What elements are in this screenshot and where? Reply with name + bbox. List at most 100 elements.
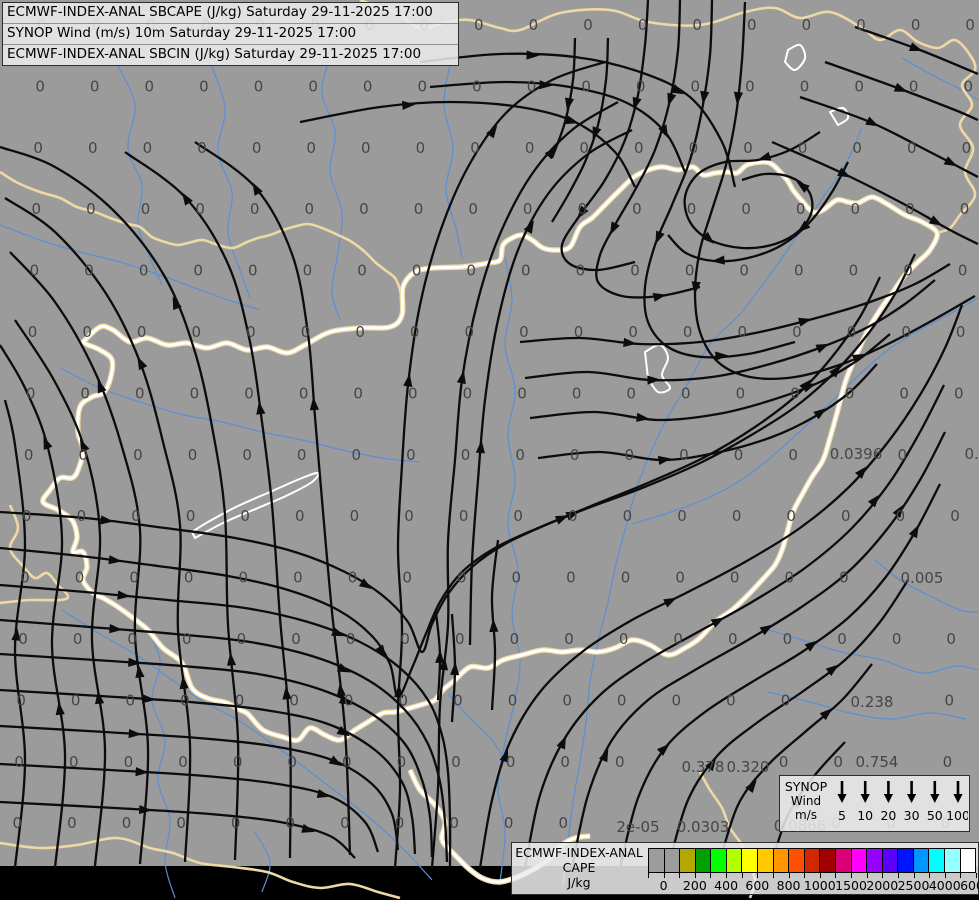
station-value-label: 0: [615, 753, 625, 771]
wind-speed-label: 20: [880, 808, 896, 823]
cape-color-cell: [960, 849, 976, 872]
station-value-label: 0: [451, 753, 461, 771]
station-value-label: 0: [453, 691, 463, 709]
station-value-label: 0: [295, 507, 305, 525]
station-value-label: 0: [854, 77, 864, 95]
cape-tick: [851, 873, 853, 878]
flow-arrow-icon: [539, 80, 553, 90]
flow-arrow-icon: [403, 373, 413, 388]
station-value-label: 0: [184, 569, 194, 587]
flow-arrow-icon: [328, 755, 343, 767]
station-value-label: 0: [240, 507, 250, 525]
station-value-label: 0: [188, 446, 198, 464]
cape-color-cell: [804, 849, 821, 872]
title-sbcape: ECMWF-INDEX-ANAL SBCAPE (J/kg) Saturday …: [3, 3, 458, 24]
station-value-label: 0: [626, 384, 636, 402]
station-value-label: 0: [636, 77, 646, 95]
wind-arrow-icon: 5: [837, 781, 847, 823]
wind-legend-units: m/s: [795, 808, 817, 822]
station-value-label: 0: [781, 691, 791, 709]
flow-arrow-icon: [663, 597, 677, 608]
river: [767, 691, 967, 720]
cape-tick-label: 800: [776, 878, 801, 893]
station-value-label: 0: [685, 262, 695, 280]
flow-arrow-icon: [798, 317, 812, 327]
station-value-label: 0: [248, 262, 258, 280]
flow-arrow-icon: [450, 662, 460, 676]
cape-colorbar-legend: ECMWF-INDEX-ANAL CAPE J/kg 0 200 400 600 800…: [511, 842, 979, 895]
flow-arrow-icon: [137, 356, 148, 371]
flow-arrow-icon: [565, 511, 580, 521]
station-value-label: 0: [798, 139, 808, 157]
flow-arrow-icon: [128, 728, 142, 739]
cape-color-cell: [649, 849, 665, 872]
flow-arrow-icon: [647, 375, 661, 385]
station-value-label: 0: [402, 569, 412, 587]
station-value-label: 0: [845, 384, 855, 402]
cape-color-cell: [929, 849, 945, 872]
station-value-label: 0: [466, 262, 476, 280]
cape-color-cell: [680, 849, 696, 872]
station-value-label: 0: [856, 16, 866, 34]
station-value-label: 0: [397, 753, 407, 771]
station-value-label: 0: [736, 384, 746, 402]
flow-arrow-icon: [715, 351, 729, 361]
flow-arrow-icon: [499, 748, 509, 763]
station-value-label: 0: [457, 569, 467, 587]
station-value-label: 0: [527, 77, 537, 95]
cape-color-cell: [851, 849, 868, 872]
cape-tick-label: 600: [745, 878, 770, 893]
flow-arrow-icon: [670, 84, 685, 95]
station-value-label: 0: [679, 446, 689, 464]
station-value-label: 0: [141, 200, 151, 218]
station-value-label: 0: [192, 323, 202, 341]
river: [761, 627, 979, 674]
cape-color-cell: [913, 849, 930, 872]
wind-streamline: [824, 60, 979, 122]
wind-legend-scale: 5 10 20 30 50 100: [832, 776, 970, 831]
station-value-label: 0: [568, 507, 578, 525]
wind-legend: SYNOP Wind m/s 5 10 20 30 50 100: [779, 775, 970, 832]
station-value-label: 0: [802, 16, 812, 34]
flow-arrow-icon: [142, 694, 156, 704]
country-border-tan: [0, 504, 70, 605]
station-value-label: 0: [638, 16, 648, 34]
station-value-label: 0: [75, 569, 85, 587]
flow-arrow-icon: [489, 618, 499, 633]
flow-arrow-icon: [138, 804, 153, 815]
cape-color-cell: [773, 849, 790, 872]
station-value-label: 0: [903, 262, 913, 280]
station-value-label: 0: [353, 384, 363, 402]
station-value-label: 0: [233, 753, 243, 771]
title-synop-wind: SYNOP Wind (m/s) 10m Saturday 29-11-2025…: [3, 24, 458, 45]
cape-color-cell: [695, 849, 712, 872]
cape-color-cell: [835, 849, 852, 872]
station-value-label: 0: [513, 507, 523, 525]
cape-tick-label: 6000: [960, 878, 979, 893]
station-value-label: 0: [305, 200, 315, 218]
flow-arrow-icon: [117, 590, 131, 600]
station-value-label: 0: [122, 814, 132, 832]
station-value-label: 0: [783, 630, 793, 648]
station-value-label: 0: [779, 753, 789, 771]
flow-arrow-icon: [658, 124, 669, 139]
station-value-label: 0: [728, 630, 738, 648]
flow-arrow-icon: [438, 657, 449, 671]
station-value-label: 0: [235, 691, 245, 709]
station-value-label: 0: [519, 323, 529, 341]
flow-arrow-icon: [55, 701, 65, 716]
cape-tick: [944, 873, 946, 878]
wind-legend-subtitle: Wind: [790, 794, 822, 808]
station-value-label: 0: [459, 507, 469, 525]
station-value-label: 0: [297, 446, 307, 464]
station-value-label: 0: [139, 262, 149, 280]
wind-streamline: [0, 583, 452, 867]
cape-color-cell: [944, 849, 961, 872]
station-value-label: 2e-05: [616, 818, 659, 836]
station-value-label: 0: [465, 323, 475, 341]
flow-arrow-icon: [135, 767, 149, 777]
station-value-label: 0: [126, 691, 136, 709]
station-value-label: 0: [785, 569, 795, 587]
flow-arrow-icon: [100, 515, 114, 525]
